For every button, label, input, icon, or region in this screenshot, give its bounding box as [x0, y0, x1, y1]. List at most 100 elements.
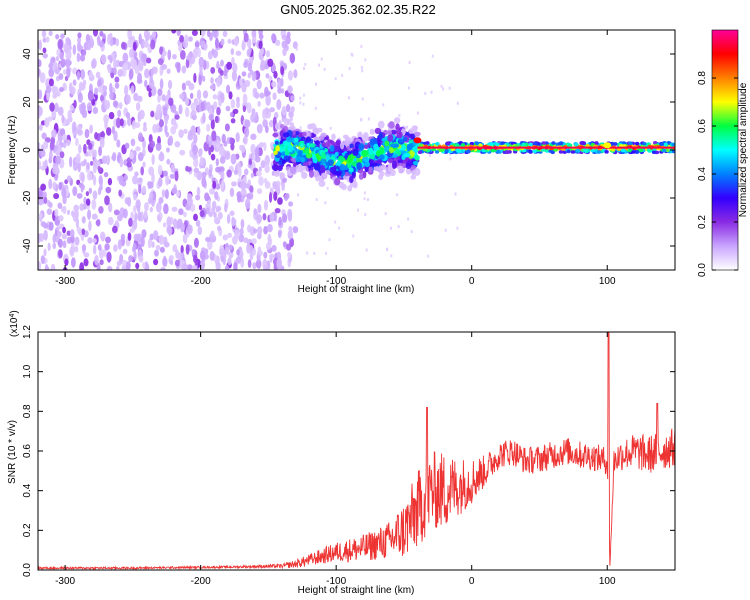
- spectrogram-cell: [424, 92, 427, 96]
- spectrogram-cell: [287, 251, 292, 259]
- spectrogram-cell: [406, 125, 409, 129]
- spectrogram-cell: [250, 133, 257, 140]
- snr-y-scale-exponent: 4: [9, 314, 16, 318]
- colorbar: 0.0 0.2 0.4 0.6 0.8 Normalized spectral ampl…: [697, 29, 749, 277]
- spectrogram-cell: [216, 76, 221, 88]
- spectrogram-cell: [212, 49, 218, 59]
- spectrogram-cell: [38, 106, 43, 117]
- spectrogram-cell: [120, 233, 126, 241]
- spectrogram-cell: [356, 158, 363, 164]
- spectrogram-cell: [290, 106, 295, 113]
- spectrogram-cell: [277, 164, 283, 172]
- spectrogram-cell: [308, 170, 314, 178]
- spectrogram-cell: [388, 121, 395, 129]
- spectrogram-cell: [299, 126, 302, 130]
- spectrogram-cell: [107, 216, 114, 226]
- spectrogram-cell: [412, 160, 419, 166]
- spectrogram-cell: [111, 125, 116, 135]
- spectrogram-cell: [198, 148, 203, 158]
- spectrogram-cell: [53, 192, 60, 200]
- spectrogram-cell: [319, 135, 325, 141]
- spectrogram-cell: [315, 198, 318, 202]
- spectrogram-cell: [579, 141, 584, 145]
- spectrogram-cell: [153, 258, 159, 266]
- spectrogram-cell: [98, 248, 105, 259]
- spectrogram-cell: [500, 141, 505, 145]
- spectrogram-cell: [352, 148, 359, 156]
- spectrogram-cell: [191, 30, 198, 37]
- spectrogram-cell: [288, 226, 293, 232]
- spectrogram-cell: [40, 255, 45, 265]
- spectrogram-cell: [42, 53, 48, 59]
- spectrogram-cell: [181, 82, 186, 91]
- spectrogram-cell: [81, 244, 87, 252]
- spectrogram-cell: [135, 199, 141, 210]
- spectrogram-cell: [53, 61, 58, 69]
- spectrogram-cell: [347, 184, 353, 192]
- spectrogram-cell: [251, 108, 256, 116]
- spectrogram-cell: [196, 186, 201, 196]
- spectrogram-cell: [185, 57, 190, 69]
- spectrogram-cell: [275, 145, 280, 153]
- spectrogram-cell: [133, 205, 137, 213]
- spectrogram-cell: [157, 93, 161, 103]
- spectrogram-cell: [456, 101, 459, 105]
- spectrogram-cell: [224, 264, 230, 270]
- spectrogram-cell: [61, 187, 67, 198]
- spectrogram-cell: [408, 60, 411, 64]
- spectrogram-cell: [279, 172, 286, 179]
- spectrogram-cell: [272, 92, 277, 101]
- spectrogram-cell: [159, 246, 165, 253]
- spectrogram-cell: [43, 229, 48, 241]
- spectrogram-cell: [360, 65, 363, 69]
- spectrogram-cell: [278, 216, 282, 226]
- spectrogram-cell: [114, 220, 119, 228]
- spectrogram-cell: [71, 257, 76, 268]
- spectrogram-cell: [248, 244, 254, 253]
- spectrogram-cell: [165, 174, 170, 186]
- spectrogram-cell: [117, 239, 122, 250]
- spectrogram-cell: [248, 158, 253, 166]
- spectrogram-cell: [195, 219, 201, 227]
- spectrogram-cell: [141, 185, 147, 194]
- spectrogram-cell: [150, 110, 155, 118]
- spectrogram-cell: [198, 204, 203, 211]
- spectrogram-cell: [207, 135, 212, 143]
- spectrogram-cell: [58, 182, 63, 191]
- spectrogram-cell: [105, 236, 111, 244]
- spectrogram-cell: [347, 96, 350, 100]
- spectrogram-cell: [253, 228, 258, 234]
- spectrogram-cell: [56, 231, 62, 238]
- spectrogram-cell: [314, 106, 317, 110]
- spectrogram-cell: [81, 216, 86, 224]
- spectrogram-cell: [229, 137, 234, 145]
- spectrogram-cell: [171, 206, 178, 212]
- spectrogram-cell: [254, 92, 260, 99]
- spectrogram-cell: [199, 156, 205, 166]
- spectrogram-cell: [247, 62, 253, 72]
- spectrogram-cell: [112, 100, 118, 108]
- spectrogram-cell: [283, 155, 290, 162]
- spectrogram-cell: [244, 126, 250, 138]
- spectrogram-cell: [193, 213, 198, 222]
- spectrogram-cell: [304, 62, 307, 66]
- spectrogram-cell: [651, 150, 657, 155]
- spectrogram-cell: [384, 212, 387, 216]
- spectrogram-cell: [559, 141, 564, 145]
- spectrogram-cell: [143, 40, 149, 48]
- colorbar-tick-label: 0.0: [697, 263, 708, 277]
- spectrogram-cell: [250, 143, 256, 154]
- spectrogram-cell: [142, 161, 146, 168]
- spectrogram-cell: [164, 115, 168, 125]
- spectrogram-cell: [338, 226, 341, 230]
- spectrogram-cell: [126, 161, 132, 168]
- spectrogram-cell: [384, 140, 390, 147]
- spectrogram-cell: [158, 234, 165, 245]
- spectrogram-cell: [247, 72, 251, 79]
- spectrogram-cell: [205, 236, 211, 243]
- spectrogram-cell: [256, 188, 263, 195]
- colorbar-tick-label: 0.2: [697, 215, 708, 229]
- spectrogram-cell: [137, 177, 143, 183]
- spectrogram-cell: [81, 184, 85, 191]
- spectrogram-cell: [72, 44, 77, 56]
